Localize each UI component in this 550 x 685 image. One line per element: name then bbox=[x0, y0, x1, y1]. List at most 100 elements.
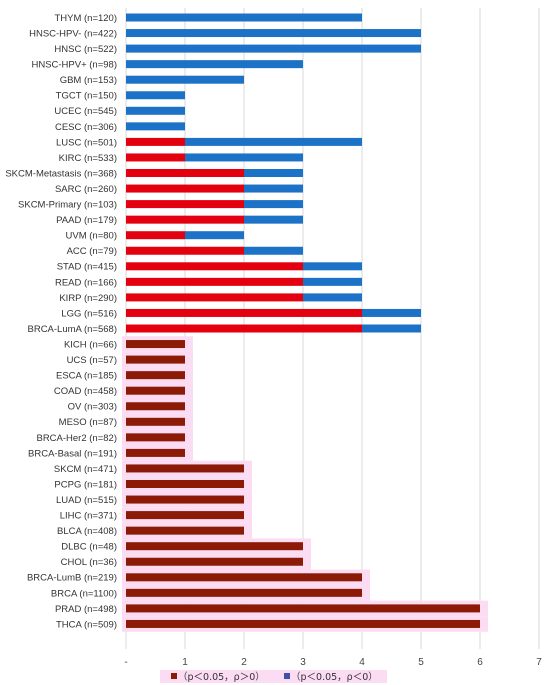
category-label: MESO (n=87) bbox=[59, 417, 117, 428]
bar-segment bbox=[126, 619, 480, 628]
category-label: PCPG (n=181) bbox=[54, 479, 117, 490]
x-tick-label: 2 bbox=[241, 657, 247, 668]
legend-swatch bbox=[171, 673, 177, 679]
category-label: DLBC (n=48) bbox=[61, 542, 117, 553]
bar-segment bbox=[126, 573, 362, 582]
category-label: BRCA-LumB (n=219) bbox=[27, 573, 117, 584]
bar-segment bbox=[126, 448, 185, 457]
bar-segment bbox=[126, 153, 185, 162]
category-label: CHOL (n=36) bbox=[61, 557, 117, 568]
category-label: SARC (n=260) bbox=[55, 184, 117, 195]
bar-segment bbox=[244, 215, 303, 224]
bar-segment bbox=[126, 169, 244, 177]
bar-segment bbox=[126, 464, 244, 473]
category-label: BRCA-Basal (n=191) bbox=[28, 448, 117, 459]
category-label: HNSC-HPV+ (n=98) bbox=[31, 60, 117, 71]
x-axis-ticks: - 1 2 3 4 5 6 7 bbox=[124, 657, 542, 668]
bar-segment bbox=[126, 371, 185, 380]
bar-segment bbox=[126, 13, 362, 22]
category-label: KIRC (n=533) bbox=[59, 153, 117, 164]
bar-segment bbox=[126, 277, 303, 286]
bar-segment bbox=[126, 246, 244, 255]
bar-segment bbox=[303, 262, 362, 271]
bar-segment bbox=[362, 324, 421, 333]
category-label: BRCA-Her2 (n=82) bbox=[36, 433, 117, 444]
category-label: OV (n=303) bbox=[68, 402, 117, 413]
legend-background bbox=[160, 670, 387, 683]
bar-segment bbox=[126, 106, 185, 115]
x-tick-label: 6 bbox=[477, 657, 483, 668]
bar-segment bbox=[185, 231, 244, 240]
category-label: UCS (n=57) bbox=[67, 355, 117, 366]
bar-segment bbox=[126, 75, 244, 84]
category-label: HNSC (n=522) bbox=[54, 44, 117, 55]
legend-label: （p＜0.05，ρ＞0） bbox=[178, 671, 265, 683]
category-label: BRCA (n=1100) bbox=[51, 588, 117, 599]
bar-segment bbox=[126, 480, 244, 488]
bar-segment bbox=[303, 277, 362, 286]
category-label: TGCT (n=150) bbox=[56, 91, 117, 102]
category-label: STAD (n=415) bbox=[57, 262, 117, 273]
bar-segment bbox=[126, 122, 185, 131]
category-label: LIHC (n=371) bbox=[60, 511, 117, 522]
bar-segment bbox=[126, 324, 362, 333]
bar-segment bbox=[126, 604, 480, 613]
bar-segment bbox=[126, 91, 185, 100]
category-label: KIRP (n=290) bbox=[59, 293, 117, 304]
bar-segment bbox=[126, 231, 185, 240]
bar-segment bbox=[126, 137, 185, 146]
bar-segment bbox=[126, 417, 185, 426]
bar-segment bbox=[362, 308, 421, 317]
category-label: PRAD (n=498) bbox=[55, 604, 117, 615]
category-label: THCA (n=509) bbox=[56, 619, 117, 630]
category-label: KICH (n=66) bbox=[64, 339, 117, 350]
category-label: GBM (n=153) bbox=[60, 75, 117, 86]
category-label: LUSC (n=501) bbox=[56, 137, 117, 148]
bar-segment bbox=[126, 29, 421, 38]
bar-segment bbox=[126, 215, 244, 224]
bar-segment bbox=[126, 588, 362, 597]
bar-segment bbox=[185, 137, 362, 146]
legend-label: （p＜0.05，ρ＜0） bbox=[291, 671, 378, 683]
bar-segment bbox=[303, 293, 362, 302]
legend-swatch bbox=[284, 673, 290, 679]
bar-segment bbox=[126, 402, 185, 411]
bar-segment bbox=[126, 200, 244, 209]
category-label: LGG (n=516) bbox=[61, 308, 117, 319]
bar-segment bbox=[126, 526, 244, 535]
category-label: COAD (n=458) bbox=[54, 386, 117, 397]
bar-segment bbox=[126, 386, 185, 395]
bar-segment bbox=[126, 433, 185, 442]
bar-segment bbox=[126, 308, 362, 317]
category-label: BRCA-LumA (n=568) bbox=[28, 324, 118, 335]
bar-segment bbox=[126, 542, 303, 551]
category-labels: THYM (n=120) HNSC-HPV- (n=422) HNSC (n=522… bbox=[5, 13, 117, 630]
category-label: SKCM-Metastasis (n=368) bbox=[5, 168, 117, 179]
bar-segment bbox=[244, 200, 303, 209]
bar-segment bbox=[126, 495, 244, 504]
legend: （p＜0.05，ρ＞0） （p＜0.05，ρ＜0） bbox=[160, 670, 387, 683]
category-label: CESC (n=306) bbox=[55, 122, 117, 133]
bar-segment bbox=[126, 262, 303, 271]
category-label: PAAD (n=179) bbox=[56, 215, 117, 226]
x-tick-label: 5 bbox=[418, 657, 424, 668]
category-label: THYM (n=120) bbox=[54, 13, 117, 24]
category-label: READ (n=166) bbox=[55, 277, 117, 288]
category-label: HNSC-HPV- (n=422) bbox=[29, 28, 117, 39]
x-tick-label: 3 bbox=[300, 657, 306, 668]
x-tick-label: 1 bbox=[182, 657, 188, 668]
category-label: SKCM (n=471) bbox=[54, 464, 117, 475]
bar-segment bbox=[126, 511, 244, 520]
bar-segment bbox=[126, 557, 303, 566]
category-label: LUAD (n=515) bbox=[56, 495, 117, 506]
category-label: UVM (n=80) bbox=[66, 231, 117, 242]
bar-segment bbox=[126, 184, 244, 193]
bar-segment bbox=[244, 184, 303, 193]
category-label: BLCA (n=408) bbox=[57, 526, 117, 537]
category-label: ACC (n=79) bbox=[67, 246, 117, 257]
bar-segment bbox=[126, 60, 303, 69]
bar-segment bbox=[126, 44, 421, 53]
x-tick-label: 7 bbox=[536, 657, 542, 668]
x-tick-label: - bbox=[124, 657, 127, 668]
